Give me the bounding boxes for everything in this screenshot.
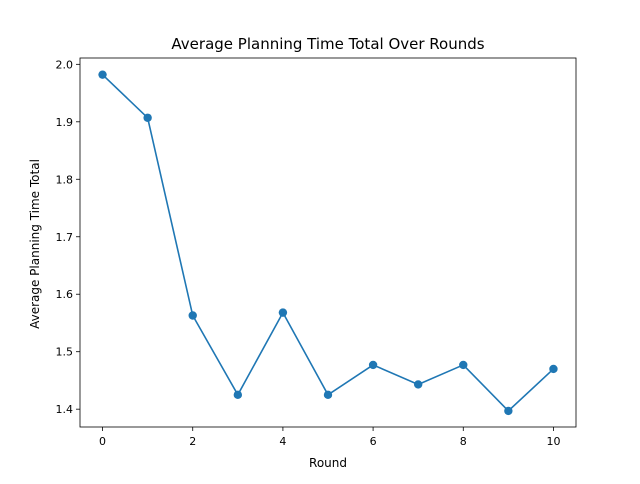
x-tick-label: 4 — [279, 435, 286, 448]
plot-frame — [79, 57, 577, 428]
data-point — [323, 390, 333, 400]
y-tick-label: 1.7 — [56, 231, 74, 244]
x-tick-label: 6 — [370, 435, 377, 448]
data-point — [459, 360, 468, 370]
series-line — [101, 74, 554, 412]
data-point — [368, 360, 378, 370]
y-tick-label: 2.0 — [56, 58, 74, 71]
y-tick-label: 1.8 — [56, 173, 74, 186]
data-point — [98, 70, 107, 79]
y-axis-label: Average Planning Time Total — [28, 159, 42, 329]
data-point — [188, 311, 197, 320]
y-tick-label: 1.6 — [56, 288, 74, 301]
y-tick-label: 1.5 — [56, 346, 74, 359]
data-point — [278, 308, 288, 317]
data-point — [504, 406, 513, 416]
x-tick-label: 0 — [99, 435, 106, 448]
chart-title: Average Planning Time Total Over Rounds — [171, 35, 484, 53]
data-point — [233, 390, 243, 400]
x-axis-label: Round — [309, 456, 347, 470]
x-tick-label: 8 — [460, 435, 467, 448]
plot-area: 0 2 4 6 8 10 1.4 1.5 1.6 1.7 1.8 1.9 2.0 — [56, 57, 577, 448]
y-tick-label: 1.9 — [56, 116, 74, 129]
data-point — [413, 380, 423, 389]
x-tick-label: 10 — [546, 435, 560, 448]
data-point — [549, 364, 558, 374]
y-tick-label: 1.4 — [56, 403, 74, 416]
data-point — [143, 113, 152, 122]
x-tick-label: 2 — [189, 435, 196, 448]
